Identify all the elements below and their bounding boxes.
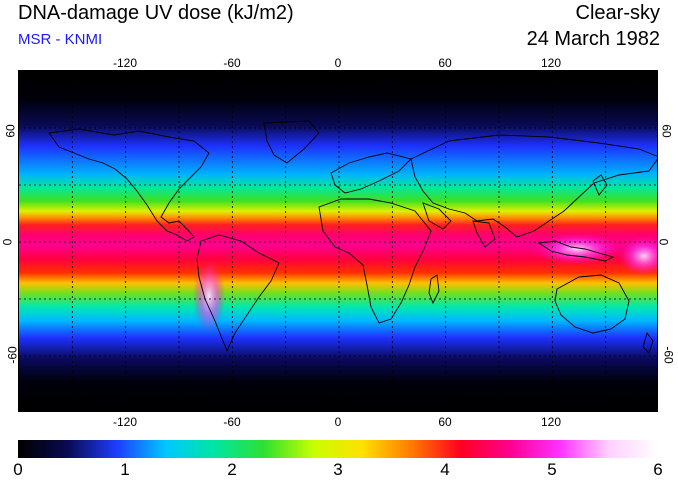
- lon-tick-top-m120: -120: [112, 56, 138, 70]
- sky-condition-label: Clear-sky: [575, 2, 660, 24]
- pacific-hotspot: [618, 236, 657, 276]
- greenland-coast: [263, 120, 320, 164]
- asia-coast: [410, 134, 657, 238]
- graticule: [19, 71, 657, 411]
- uv-dose-map: [18, 70, 658, 412]
- date-label: 24 March 1982: [526, 28, 660, 50]
- colorbar-label-3: 3: [333, 460, 343, 479]
- colorbar-label-0: 0: [13, 460, 23, 479]
- lat-tick-left-0: 0: [0, 238, 15, 246]
- lon-tick-top-0: 0: [334, 56, 342, 70]
- lon-tick-top-m60: -60: [223, 56, 241, 70]
- australia-coast: [554, 274, 630, 334]
- india-coast: [472, 220, 496, 248]
- map-title: DNA-damage UV dose (kJ/m2): [18, 2, 294, 24]
- colorbar: [18, 440, 658, 458]
- lon-tick-top-120: 120: [540, 56, 562, 70]
- map-canvas: [19, 71, 657, 411]
- lat-tick-left-60: 60: [3, 124, 18, 138]
- lon-tick-bottom-120: 120: [540, 415, 562, 429]
- lat-tick-right-m60: -60: [661, 346, 676, 364]
- lon-tick-bottom-60: 60: [438, 415, 452, 429]
- coastlines: [19, 120, 657, 404]
- colorbar-label-6: 6: [653, 460, 663, 479]
- antarctica-coast: [19, 396, 657, 404]
- colorbar-gradient: [18, 440, 658, 458]
- madagascar-coast: [428, 274, 440, 305]
- lon-tick-top-60: 60: [438, 56, 452, 70]
- indonesia-hotspot: [532, 233, 622, 265]
- lat-tick-right-0: 0: [656, 238, 671, 246]
- andes-hotspot: [193, 260, 225, 332]
- europe-coast: [330, 152, 412, 194]
- north-america-coast: [48, 128, 210, 242]
- lon-tick-bottom-0: 0: [334, 415, 342, 429]
- colorbar-label-2: 2: [227, 460, 237, 479]
- lon-tick-bottom-m120: -120: [112, 415, 138, 429]
- indonesia-coast: [537, 240, 615, 262]
- colorbar-label-4: 4: [440, 460, 450, 479]
- lat-tick-right-60: 60: [659, 124, 674, 138]
- new-zealand-coast: [642, 332, 654, 354]
- data-source-label: MSR - KNMI: [18, 31, 103, 48]
- colorbar-label-1: 1: [120, 460, 130, 479]
- lon-tick-bottom-m60: -60: [223, 415, 241, 429]
- arabia-coast: [422, 202, 452, 230]
- africa-coast: [318, 198, 432, 324]
- south-america-coast: [196, 234, 280, 353]
- colorbar-label-5: 5: [547, 460, 557, 479]
- japan-coast: [592, 174, 608, 196]
